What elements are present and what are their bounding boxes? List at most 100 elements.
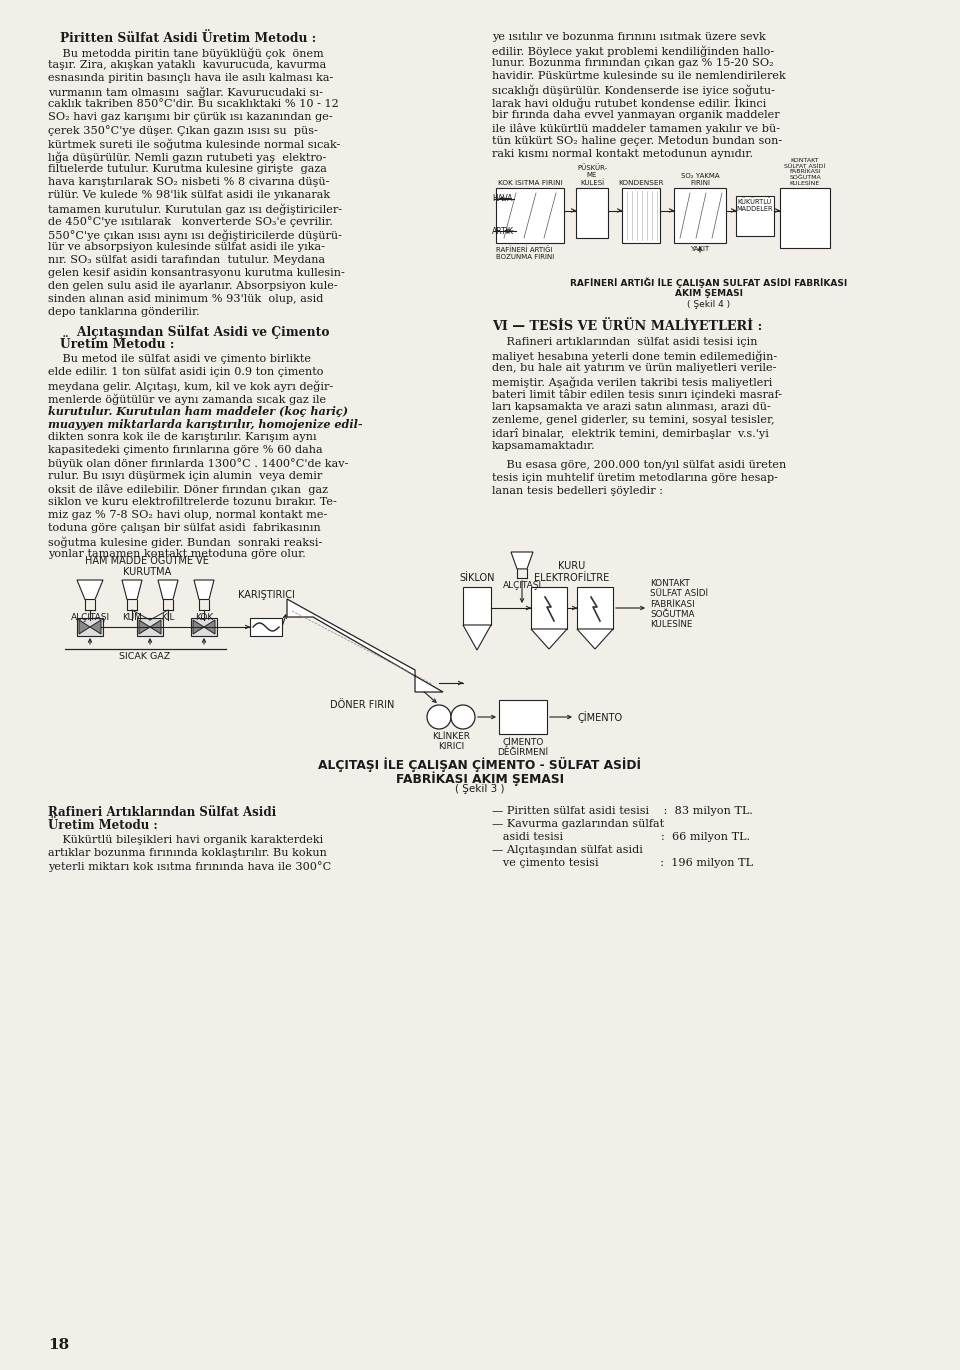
Text: KUM: KUM	[122, 612, 142, 622]
Text: — Kavurma gazlarından sülfat: — Kavurma gazlarından sülfat	[492, 819, 664, 829]
Text: PÜSKÜR-
ME
KULESİ: PÜSKÜR- ME KULESİ	[577, 164, 607, 186]
Text: gelen kesif asidin konsantrasyonu kurutma kullesin-: gelen kesif asidin konsantrasyonu kurutm…	[48, 269, 345, 278]
Text: ( Şekil 3 ): ( Şekil 3 )	[455, 784, 505, 795]
Text: Üretim Metodu :: Üretim Metodu :	[48, 819, 157, 832]
Text: SİKLON: SİKLON	[459, 573, 494, 584]
Polygon shape	[577, 629, 613, 649]
Text: vurmanın tam olmasını  sağlar. Kavurucudaki sı-: vurmanın tam olmasını sağlar. Kavurucuda…	[48, 86, 323, 97]
Text: büyük olan döner fırınlarda 1300°C . 1400°C'de kav-: büyük olan döner fırınlarda 1300°C . 140…	[48, 458, 348, 469]
Text: ye ısıtılır ve bozunma fırınını ısıtmak üzere sevk: ye ısıtılır ve bozunma fırınını ısıtmak …	[492, 32, 766, 42]
Text: Bu esasa göre, 200.000 ton/yıl sülfat asidi üreten: Bu esasa göre, 200.000 ton/yıl sülfat as…	[492, 460, 786, 470]
Text: lığa düşürülür. Nemli gazın rutubeti yaş  elektro-: lığa düşürülür. Nemli gazın rutubeti yaş…	[48, 151, 326, 163]
Polygon shape	[511, 552, 533, 569]
Text: KONDENSER: KONDENSER	[618, 179, 663, 186]
Text: — Alçıtaşından sülfat asidi: — Alçıtaşından sülfat asidi	[492, 845, 643, 855]
Text: SICAK GAZ: SICAK GAZ	[119, 652, 171, 660]
Text: AKIM ŞEMASI: AKIM ŞEMASI	[675, 289, 743, 299]
Text: KONTAKT
SÜLFAT ASİDİ
FABRİKASI
SOĞUTMA
KULESİNE: KONTAKT SÜLFAT ASİDİ FABRİKASI SOĞUTMA K…	[650, 578, 708, 629]
Text: KURU
ELEKTROFİLTRE: KURU ELEKTROFİLTRE	[535, 562, 610, 584]
Text: toduna göre çalışan bir sülfat asidi  fabrikasının: toduna göre çalışan bir sülfat asidi fab…	[48, 523, 321, 533]
Text: FABRİKASI AKIM ŞEMASI: FABRİKASI AKIM ŞEMASI	[396, 771, 564, 785]
Text: kapasitedeki çimento fırınlarına göre % 60 daha: kapasitedeki çimento fırınlarına göre % …	[48, 445, 323, 455]
Text: SO₂ havi gaz karışımı bir çürük ısı kazanından ge-: SO₂ havi gaz karışımı bir çürük ısı kaza…	[48, 112, 332, 122]
Text: HAM MADDE ÖĞÜTME VE: HAM MADDE ÖĞÜTME VE	[85, 556, 209, 566]
Bar	[77, 618, 103, 636]
Text: DÖNER FIRIN: DÖNER FIRIN	[330, 700, 395, 710]
Bar	[499, 700, 547, 734]
Text: oksit de ilâve edilebilir. Döner fırından çıkan  gaz: oksit de ilâve edilebilir. Döner fırında…	[48, 484, 328, 495]
Polygon shape	[287, 599, 443, 692]
Text: miz gaz % 7-8 SO₂ havi olup, normal kontakt me-: miz gaz % 7-8 SO₂ havi olup, normal kont…	[48, 510, 327, 521]
Bar	[250, 618, 282, 636]
Bar	[496, 188, 564, 242]
Bar	[780, 188, 830, 248]
Text: ( Şekil 4 ): ( Şekil 4 )	[687, 300, 731, 310]
Text: lanan tesis bedelleri şöyledir :: lanan tesis bedelleri şöyledir :	[492, 486, 663, 496]
Text: tamamen kurutulur. Kurutulan gaz ısı değiştiriciler-: tamamen kurutulur. Kurutulan gaz ısı değ…	[48, 203, 342, 215]
Text: KİL: KİL	[161, 612, 175, 622]
Text: sıcaklığı düşürülür. Kondenserde ise iyice soğutu-: sıcaklığı düşürülür. Kondenserde ise iyi…	[492, 84, 775, 96]
Text: Rafineri artıklarından  sülfat asidi tesisi için: Rafineri artıklarından sülfat asidi tesi…	[492, 337, 757, 347]
Text: nır. SO₃ sülfat asidi tarafından  tutulur. Meydana: nır. SO₃ sülfat asidi tarafından tutulur…	[48, 255, 325, 264]
Text: tesis için muhtelif üretim metodlarına göre hesap-: tesis için muhtelif üretim metodlarına g…	[492, 473, 778, 484]
Text: Üretim Metodu :: Üretim Metodu :	[60, 338, 175, 351]
Text: YAKIT: YAKIT	[690, 247, 709, 252]
Text: KOK: KOK	[195, 612, 213, 622]
Polygon shape	[204, 621, 215, 634]
Text: KLİNKER
KIRICI: KLİNKER KIRICI	[432, 732, 470, 751]
Polygon shape	[90, 621, 101, 634]
Bar	[531, 586, 567, 629]
Polygon shape	[77, 580, 103, 600]
Bar	[736, 196, 774, 236]
Text: ÇİMENTO
DEĞİRMENİ: ÇİMENTO DEĞİRMENİ	[497, 737, 548, 758]
Text: depo tanklarına gönderilir.: depo tanklarına gönderilir.	[48, 307, 200, 316]
Text: zenleme, genel giderler, su temini, sosyal tesisler,: zenleme, genel giderler, su temini, sosy…	[492, 415, 775, 425]
Text: RAFİNERİ ARTIĞI
BOZUNMA FIRINI: RAFİNERİ ARTIĞI BOZUNMA FIRINI	[496, 247, 554, 260]
Text: maliyet hesabına yeterli done temin edilemediğin-: maliyet hesabına yeterli done temin edil…	[492, 349, 778, 362]
Bar	[137, 618, 163, 636]
Text: ile ilâve kükürtlü maddeler tamamen yakılır ve bü-: ile ilâve kükürtlü maddeler tamamen yakı…	[492, 123, 780, 134]
Bar	[576, 188, 608, 238]
Text: lunur. Bozunma fırınından çıkan gaz % 15-20 SO₂: lunur. Bozunma fırınından çıkan gaz % 15…	[492, 58, 774, 68]
Text: tün kükürt SO₂ haline geçer. Metodun bundan son-: tün kükürt SO₂ haline geçer. Metodun bun…	[492, 136, 782, 147]
Text: idarî binalar,  elektrik temini, demirbaşlar  v.s.'yi: idarî binalar, elektrik temini, demirbaş…	[492, 427, 769, 438]
Text: 18: 18	[48, 1338, 69, 1352]
Text: ALÇITAŞI: ALÇITAŞI	[70, 612, 109, 622]
Text: KONTAKT
SÜLFAT ASİDİ
FABRİKASI
SOĞUTMA
KULESİNE: KONTAKT SÜLFAT ASİDİ FABRİKASI SOĞUTMA K…	[784, 158, 826, 186]
Bar	[191, 618, 217, 636]
Polygon shape	[139, 621, 150, 634]
Text: yeterli miktarı kok ısıtma fırınında hava ile 300°C: yeterli miktarı kok ısıtma fırınında hav…	[48, 860, 331, 871]
Text: bateri limit tâbir edilen tesis sınırı içindeki masraf-: bateri limit tâbir edilen tesis sınırı i…	[492, 389, 782, 400]
Text: artıklar bozunma fırınında koklaştırılır. Bu kokun: artıklar bozunma fırınında koklaştırılır…	[48, 848, 326, 858]
Polygon shape	[463, 625, 491, 649]
Circle shape	[427, 706, 451, 729]
Text: bir fırında daha evvel yanmayan organik maddeler: bir fırında daha evvel yanmayan organik …	[492, 110, 780, 121]
Polygon shape	[150, 621, 161, 634]
Bar	[577, 586, 613, 629]
Text: Rafineri Artıklarından Sülfat Asidi: Rafineri Artıklarından Sülfat Asidi	[48, 806, 276, 819]
Text: kapsamamaktadır.: kapsamamaktadır.	[492, 441, 595, 451]
Text: Kükürtlü bileşikleri havi organik karakterdeki: Kükürtlü bileşikleri havi organik karakt…	[48, 834, 324, 845]
Text: ALÇITAŞI İLE ÇALIŞAN ÇİMENTO - SÜLFAT ASİDİ: ALÇITAŞI İLE ÇALIŞAN ÇİMENTO - SÜLFAT AS…	[319, 758, 641, 773]
Text: de 450°C'ye ısıtılarak   konverterde SO₃'e çevrilir.: de 450°C'ye ısıtılarak konverterde SO₃'e…	[48, 216, 333, 227]
Text: VI — TESİS VE ÜRÜN MALİYETLERİ :: VI — TESİS VE ÜRÜN MALİYETLERİ :	[492, 321, 762, 333]
Text: esnasında piritin basınçlı hava ile asılı kalması ka-: esnasında piritin basınçlı hava ile asıl…	[48, 73, 333, 84]
Text: taşır. Zira, akışkan yataklı  kavurucuda, kavurma: taşır. Zira, akışkan yataklı kavurucuda,…	[48, 60, 326, 70]
Text: asidi tesisi                           :  66 milyon TL.: asidi tesisi : 66 milyon TL.	[492, 832, 750, 843]
Text: memiştir. Aşağıda verilen takribi tesis maliyetleri: memiştir. Aşağıda verilen takribi tesis …	[492, 375, 773, 388]
Circle shape	[451, 706, 475, 729]
Text: kürtmek sureti ile soğutma kulesinde normal sıcak-: kürtmek sureti ile soğutma kulesinde nor…	[48, 138, 340, 149]
Text: den, bu hale ait yatırım ve ürün maliyetleri verile-: den, bu hale ait yatırım ve ürün maliyet…	[492, 363, 777, 373]
Text: sinden alınan asid minimum % 93'lük  olup, asid: sinden alınan asid minimum % 93'lük olup…	[48, 295, 324, 304]
Bar	[463, 586, 491, 625]
Text: rulur. Bu ısıyı düşürmek için alumin  veya demir: rulur. Bu ısıyı düşürmek için alumin vey…	[48, 471, 323, 481]
Text: rülür. Ve kulede % 98'lik sülfat asidi ile yıkanarak: rülür. Ve kulede % 98'lik sülfat asidi i…	[48, 190, 330, 200]
Text: soğutma kulesine gider. Bundan  sonraki reaksi-: soğutma kulesine gider. Bundan sonraki r…	[48, 536, 323, 548]
Text: filtıelerde tutulur. Kurutma kulesine girişte  gaza: filtıelerde tutulur. Kurutma kulesine gi…	[48, 164, 326, 174]
Text: Alçıtaşından Sülfat Asidi ve Çimento: Alçıtaşından Sülfat Asidi ve Çimento	[60, 325, 329, 338]
Text: raki kısmı normal kontakt metodunun aynıdır.: raki kısmı normal kontakt metodunun aynı…	[492, 149, 753, 159]
Text: edilir. Böylece yakıt problemi kendiliğinden hallo-: edilir. Böylece yakıt problemi kendiliği…	[492, 45, 774, 56]
Text: HAVA: HAVA	[492, 195, 513, 203]
Text: ARTIK: ARTIK	[492, 226, 514, 236]
Text: havidir. Püskürtme kulesinde su ile nemlendirilerek: havidir. Püskürtme kulesinde su ile neml…	[492, 71, 785, 81]
